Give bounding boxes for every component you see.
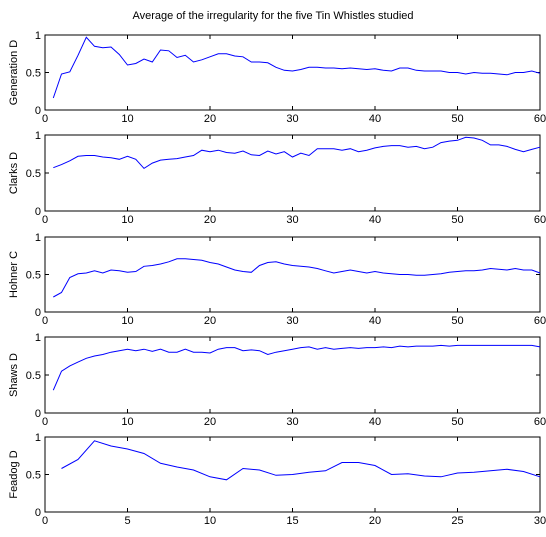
y-axis-label: Feadog D: [8, 450, 20, 498]
x-tick-label: 10: [204, 515, 216, 527]
x-tick-label: 20: [204, 214, 216, 226]
x-tick-label: 60: [534, 315, 546, 327]
series-line-3: [53, 258, 541, 298]
x-tick-label: 0: [42, 113, 48, 125]
x-tick-label: 0: [42, 416, 48, 428]
x-tick-label: 30: [286, 113, 298, 125]
x-tick-label: 30: [534, 515, 546, 527]
x-tick-label: 0: [42, 214, 48, 226]
y-tick-label: 0.5: [26, 68, 41, 80]
y-tick-label: 0.5: [26, 168, 41, 180]
x-tick-label: 40: [369, 416, 381, 428]
axes-box-2: [44, 134, 541, 212]
x-tick-label: 50: [451, 416, 463, 428]
x-tick-label: 0: [42, 515, 48, 527]
x-tick-label: 30: [286, 315, 298, 327]
y-tick-label: 1: [35, 332, 41, 344]
x-tick-label: 20: [204, 315, 216, 327]
x-tick-label: 20: [204, 416, 216, 428]
x-tick-label: 40: [369, 113, 381, 125]
axes-box-3: [44, 236, 541, 313]
y-tick-label: 0: [35, 507, 41, 519]
y-axis-label: Generation D: [8, 40, 20, 105]
y-tick-label: 0.5: [26, 470, 41, 482]
x-tick-label: 5: [124, 515, 130, 527]
x-tick-label: 40: [369, 315, 381, 327]
x-tick-label: 50: [451, 315, 463, 327]
x-tick-label: 10: [121, 315, 133, 327]
x-tick-label: 10: [121, 214, 133, 226]
y-tick-label: 1: [35, 130, 41, 142]
x-tick-label: 20: [369, 515, 381, 527]
series-line-1: [52, 36, 541, 99]
y-tick-label: 0.5: [26, 370, 41, 382]
x-tick-label: 20: [204, 113, 216, 125]
y-tick-label: 0: [35, 307, 41, 319]
x-tick-label: 15: [286, 515, 298, 527]
x-tick-label: 50: [451, 113, 463, 125]
y-axis-label: Clarks D: [8, 152, 20, 194]
axes-box-1: [44, 34, 541, 111]
y-axis-label: Hohner C: [8, 251, 20, 298]
series-line-4: [52, 344, 541, 391]
y-tick-label: 0: [35, 408, 41, 420]
x-tick-label: 10: [121, 113, 133, 125]
x-tick-label: 60: [534, 113, 546, 125]
y-tick-label: 1: [35, 432, 41, 444]
x-tick-label: 10: [121, 416, 133, 428]
x-tick-label: 30: [286, 416, 298, 428]
x-tick-label: 25: [451, 515, 463, 527]
x-tick-label: 60: [534, 416, 546, 428]
series-line-5: [61, 440, 541, 481]
series-line-2: [53, 136, 541, 170]
y-tick-label: 0: [35, 105, 41, 117]
axes-box-4: [44, 336, 541, 414]
x-tick-label: 0: [42, 315, 48, 327]
y-axis-label: Shaws D: [8, 353, 20, 397]
x-tick-label: 40: [369, 214, 381, 226]
figure-title: Average of the irregularity for the five…: [132, 10, 414, 22]
y-tick-label: 1: [35, 30, 41, 42]
y-tick-label: 1: [35, 232, 41, 244]
x-tick-label: 60: [534, 214, 546, 226]
x-tick-label: 50: [451, 214, 463, 226]
y-tick-label: 0: [35, 206, 41, 218]
y-tick-label: 0.5: [26, 270, 41, 282]
x-tick-label: 30: [286, 214, 298, 226]
